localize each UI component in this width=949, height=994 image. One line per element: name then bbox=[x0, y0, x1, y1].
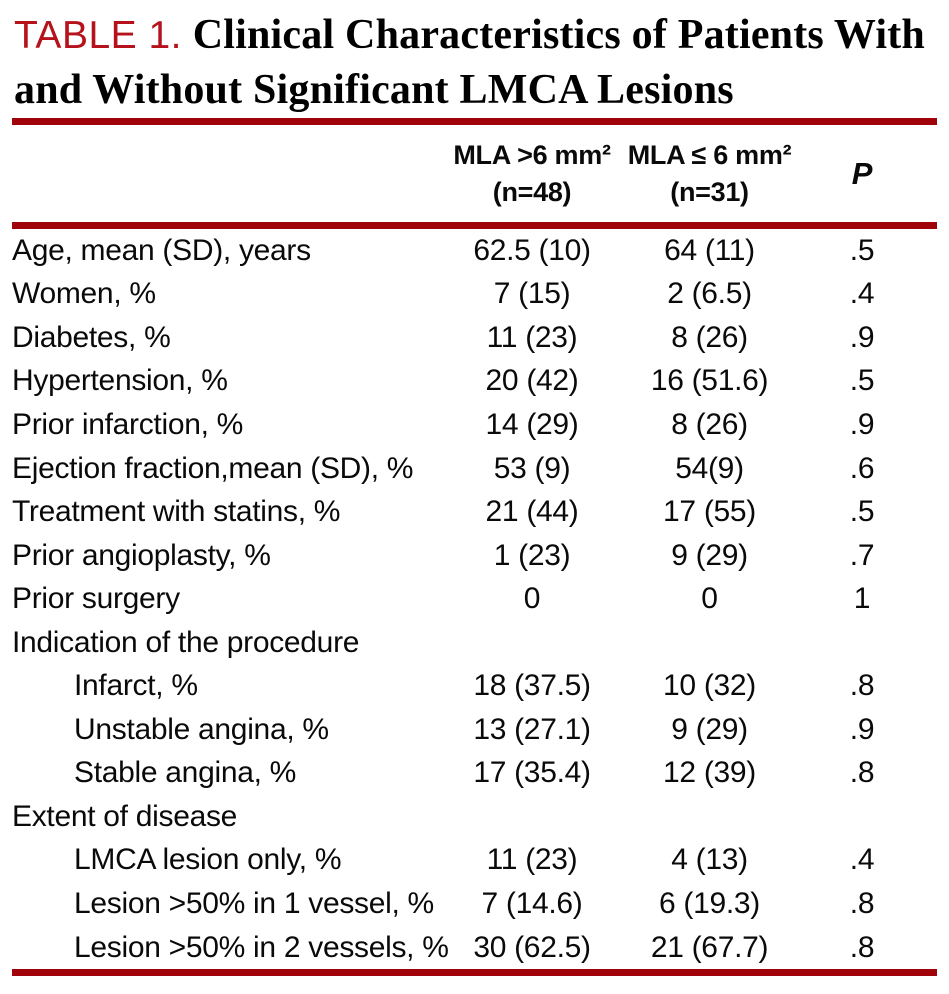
table-row: Treatment with statins, % 21 (44) 17 (55… bbox=[0, 490, 949, 534]
table-title-line1: Clinical Characteristics of Patients Wit… bbox=[192, 12, 925, 58]
row-value-mla-gt6: 30 (62.5) bbox=[473, 930, 591, 964]
table-row: Lesion >50% in 2 vessels, % 30 (62.5) 21… bbox=[0, 926, 949, 970]
row-value-mla-gt6: 7 (15) bbox=[493, 277, 571, 311]
row-value-mla-gt6: 18 (37.5) bbox=[473, 669, 591, 703]
row-label: Infarct, % bbox=[74, 669, 198, 703]
row-value-mla-le6: 21 (67.7) bbox=[650, 930, 769, 964]
row-label: Lesion >50% in 2 vessels, % bbox=[74, 930, 449, 964]
row-p-value: .5 bbox=[849, 364, 875, 398]
table-title-line2: and Without Significant LMCA Lesions bbox=[14, 67, 734, 113]
column-header-mla-le6: MLA ≤ 6 mm² (n=31) bbox=[617, 137, 802, 211]
row-p-value: .9 bbox=[849, 712, 875, 746]
section-label: Extent of disease bbox=[12, 799, 238, 833]
row-value-mla-le6: 64 (11) bbox=[664, 233, 755, 267]
row-value-mla-le6: 12 (39) bbox=[663, 756, 756, 790]
table-row: Age, mean (SD), years 62.5 (10) 64 (11) … bbox=[0, 229, 949, 273]
table-body: Age, mean (SD), years 62.5 (10) 64 (11) … bbox=[0, 229, 949, 969]
row-value-mla-le6: 0 bbox=[701, 582, 718, 616]
row-value-mla-gt6: 53 (9) bbox=[493, 451, 571, 485]
row-label: Prior surgery bbox=[12, 582, 180, 616]
row-value-mla-gt6: 62.5 (10) bbox=[473, 233, 591, 267]
row-label: Ejection fraction,mean (SD), % bbox=[12, 451, 414, 485]
table-section-row: Indication of the procedure bbox=[0, 621, 949, 665]
row-label: Lesion >50% in 1 vessel, % bbox=[74, 886, 434, 920]
row-label: Unstable angina, % bbox=[74, 712, 329, 746]
row-p-value: .8 bbox=[849, 930, 875, 964]
row-label: Treatment with statins, % bbox=[12, 495, 341, 529]
row-p-value: 1 bbox=[853, 582, 871, 616]
section-label: Indication of the procedure bbox=[12, 625, 360, 659]
table-number-label: TABLE 1. bbox=[14, 14, 183, 57]
row-value-mla-le6: 8 (26) bbox=[671, 407, 748, 441]
row-label: Stable angina, % bbox=[74, 756, 297, 790]
table-row: Lesion >50% in 1 vessel, % 7 (14.6) 6 (1… bbox=[0, 882, 949, 926]
column-header-mla-gt6: MLA >6 mm² (n=48) bbox=[447, 137, 617, 211]
row-p-value: .8 bbox=[849, 669, 875, 703]
row-p-value: .5 bbox=[849, 233, 875, 267]
row-p-value: .4 bbox=[849, 843, 875, 877]
row-p-value: .7 bbox=[849, 538, 875, 572]
table-row: Stable angina, % 17 (35.4) 12 (39) .8 bbox=[0, 752, 949, 796]
row-value-mla-le6: 10 (32) bbox=[663, 669, 756, 703]
row-value-mla-le6: 6 (19.3) bbox=[659, 886, 760, 920]
table-row: Prior infarction, % 14 (29) 8 (26) .9 bbox=[0, 403, 949, 447]
row-label: Prior angioplasty, % bbox=[12, 538, 271, 572]
row-value-mla-gt6: 7 (14.6) bbox=[481, 886, 583, 920]
row-p-value: .5 bbox=[849, 495, 875, 529]
row-value-mla-le6: 8 (26) bbox=[671, 320, 748, 354]
table-row: Infarct, % 18 (37.5) 10 (32) .8 bbox=[0, 664, 949, 708]
row-value-mla-le6: 16 (51.6) bbox=[650, 364, 769, 398]
row-value-mla-gt6: 11 (23) bbox=[486, 843, 578, 877]
table-header-row: MLA >6 mm² (n=48) MLA ≤ 6 mm² (n=31) P bbox=[0, 125, 949, 222]
row-label: LMCA lesion only, % bbox=[74, 843, 342, 877]
column-header-mla-gt6-n: (n=48) bbox=[492, 176, 572, 207]
table-row: Women, % 7 (15) 2 (6.5) .4 bbox=[0, 273, 949, 317]
column-header-mla-le6-name: MLA ≤ 6 mm² bbox=[627, 139, 792, 170]
row-value-mla-le6: 2 (6.5) bbox=[667, 277, 752, 311]
column-header-p: P bbox=[851, 155, 873, 191]
row-p-value: .4 bbox=[849, 277, 875, 311]
row-p-value: .8 bbox=[849, 886, 875, 920]
row-value-mla-le6: 17 (55) bbox=[663, 495, 756, 529]
bottom-rule-divider bbox=[12, 969, 937, 977]
row-value-mla-le6: 54(9) bbox=[675, 451, 744, 485]
row-label: Age, mean (SD), years bbox=[12, 233, 311, 267]
row-p-value: .9 bbox=[849, 320, 875, 354]
column-header-mla-le6-n: (n=31) bbox=[670, 176, 749, 207]
table-row: Hypertension, % 20 (42) 16 (51.6) .5 bbox=[0, 360, 949, 404]
row-label: Women, % bbox=[12, 277, 156, 311]
row-value-mla-gt6: 11 (23) bbox=[486, 320, 578, 354]
table-row: Unstable angina, % 13 (27.1) 9 (29) .9 bbox=[0, 708, 949, 752]
row-value-mla-gt6: 1 (23) bbox=[493, 538, 571, 572]
row-label: Diabetes, % bbox=[12, 320, 171, 354]
table-row: Prior surgery 0 0 1 bbox=[0, 577, 949, 621]
header-rule-divider bbox=[12, 222, 937, 229]
row-value-mla-gt6: 21 (44) bbox=[485, 495, 579, 529]
row-p-value: .8 bbox=[849, 756, 875, 790]
top-rule-divider bbox=[12, 118, 937, 125]
row-value-mla-le6: 9 (29) bbox=[671, 712, 748, 746]
row-value-mla-gt6: 13 (27.1) bbox=[473, 712, 591, 746]
row-value-mla-gt6: 14 (29) bbox=[485, 407, 579, 441]
row-label: Prior infarction, % bbox=[12, 407, 244, 441]
row-p-value: .6 bbox=[849, 451, 875, 485]
row-value-mla-gt6: 0 bbox=[523, 582, 541, 616]
table-section-row: Extent of disease bbox=[0, 795, 949, 839]
column-header-mla-gt6-name: MLA >6 mm² bbox=[453, 139, 611, 170]
row-p-value: .9 bbox=[849, 407, 875, 441]
table-row: LMCA lesion only, % 11 (23) 4 (13) .4 bbox=[0, 839, 949, 883]
row-value-mla-le6: 9 (29) bbox=[671, 538, 748, 572]
table-row: Ejection fraction,mean (SD), % 53 (9) 54… bbox=[0, 447, 949, 491]
table-row: Prior angioplasty, % 1 (23) 9 (29) .7 bbox=[0, 534, 949, 578]
table-row: Diabetes, % 11 (23) 8 (26) .9 bbox=[0, 316, 949, 360]
row-label: Hypertension, % bbox=[12, 364, 228, 398]
row-value-mla-le6: 4 (13) bbox=[671, 843, 748, 877]
row-value-mla-gt6: 17 (35.4) bbox=[473, 756, 591, 790]
row-value-mla-gt6: 20 (42) bbox=[485, 364, 579, 398]
table-title: TABLE 1. Clinical Characteristics of Pat… bbox=[14, 8, 937, 118]
